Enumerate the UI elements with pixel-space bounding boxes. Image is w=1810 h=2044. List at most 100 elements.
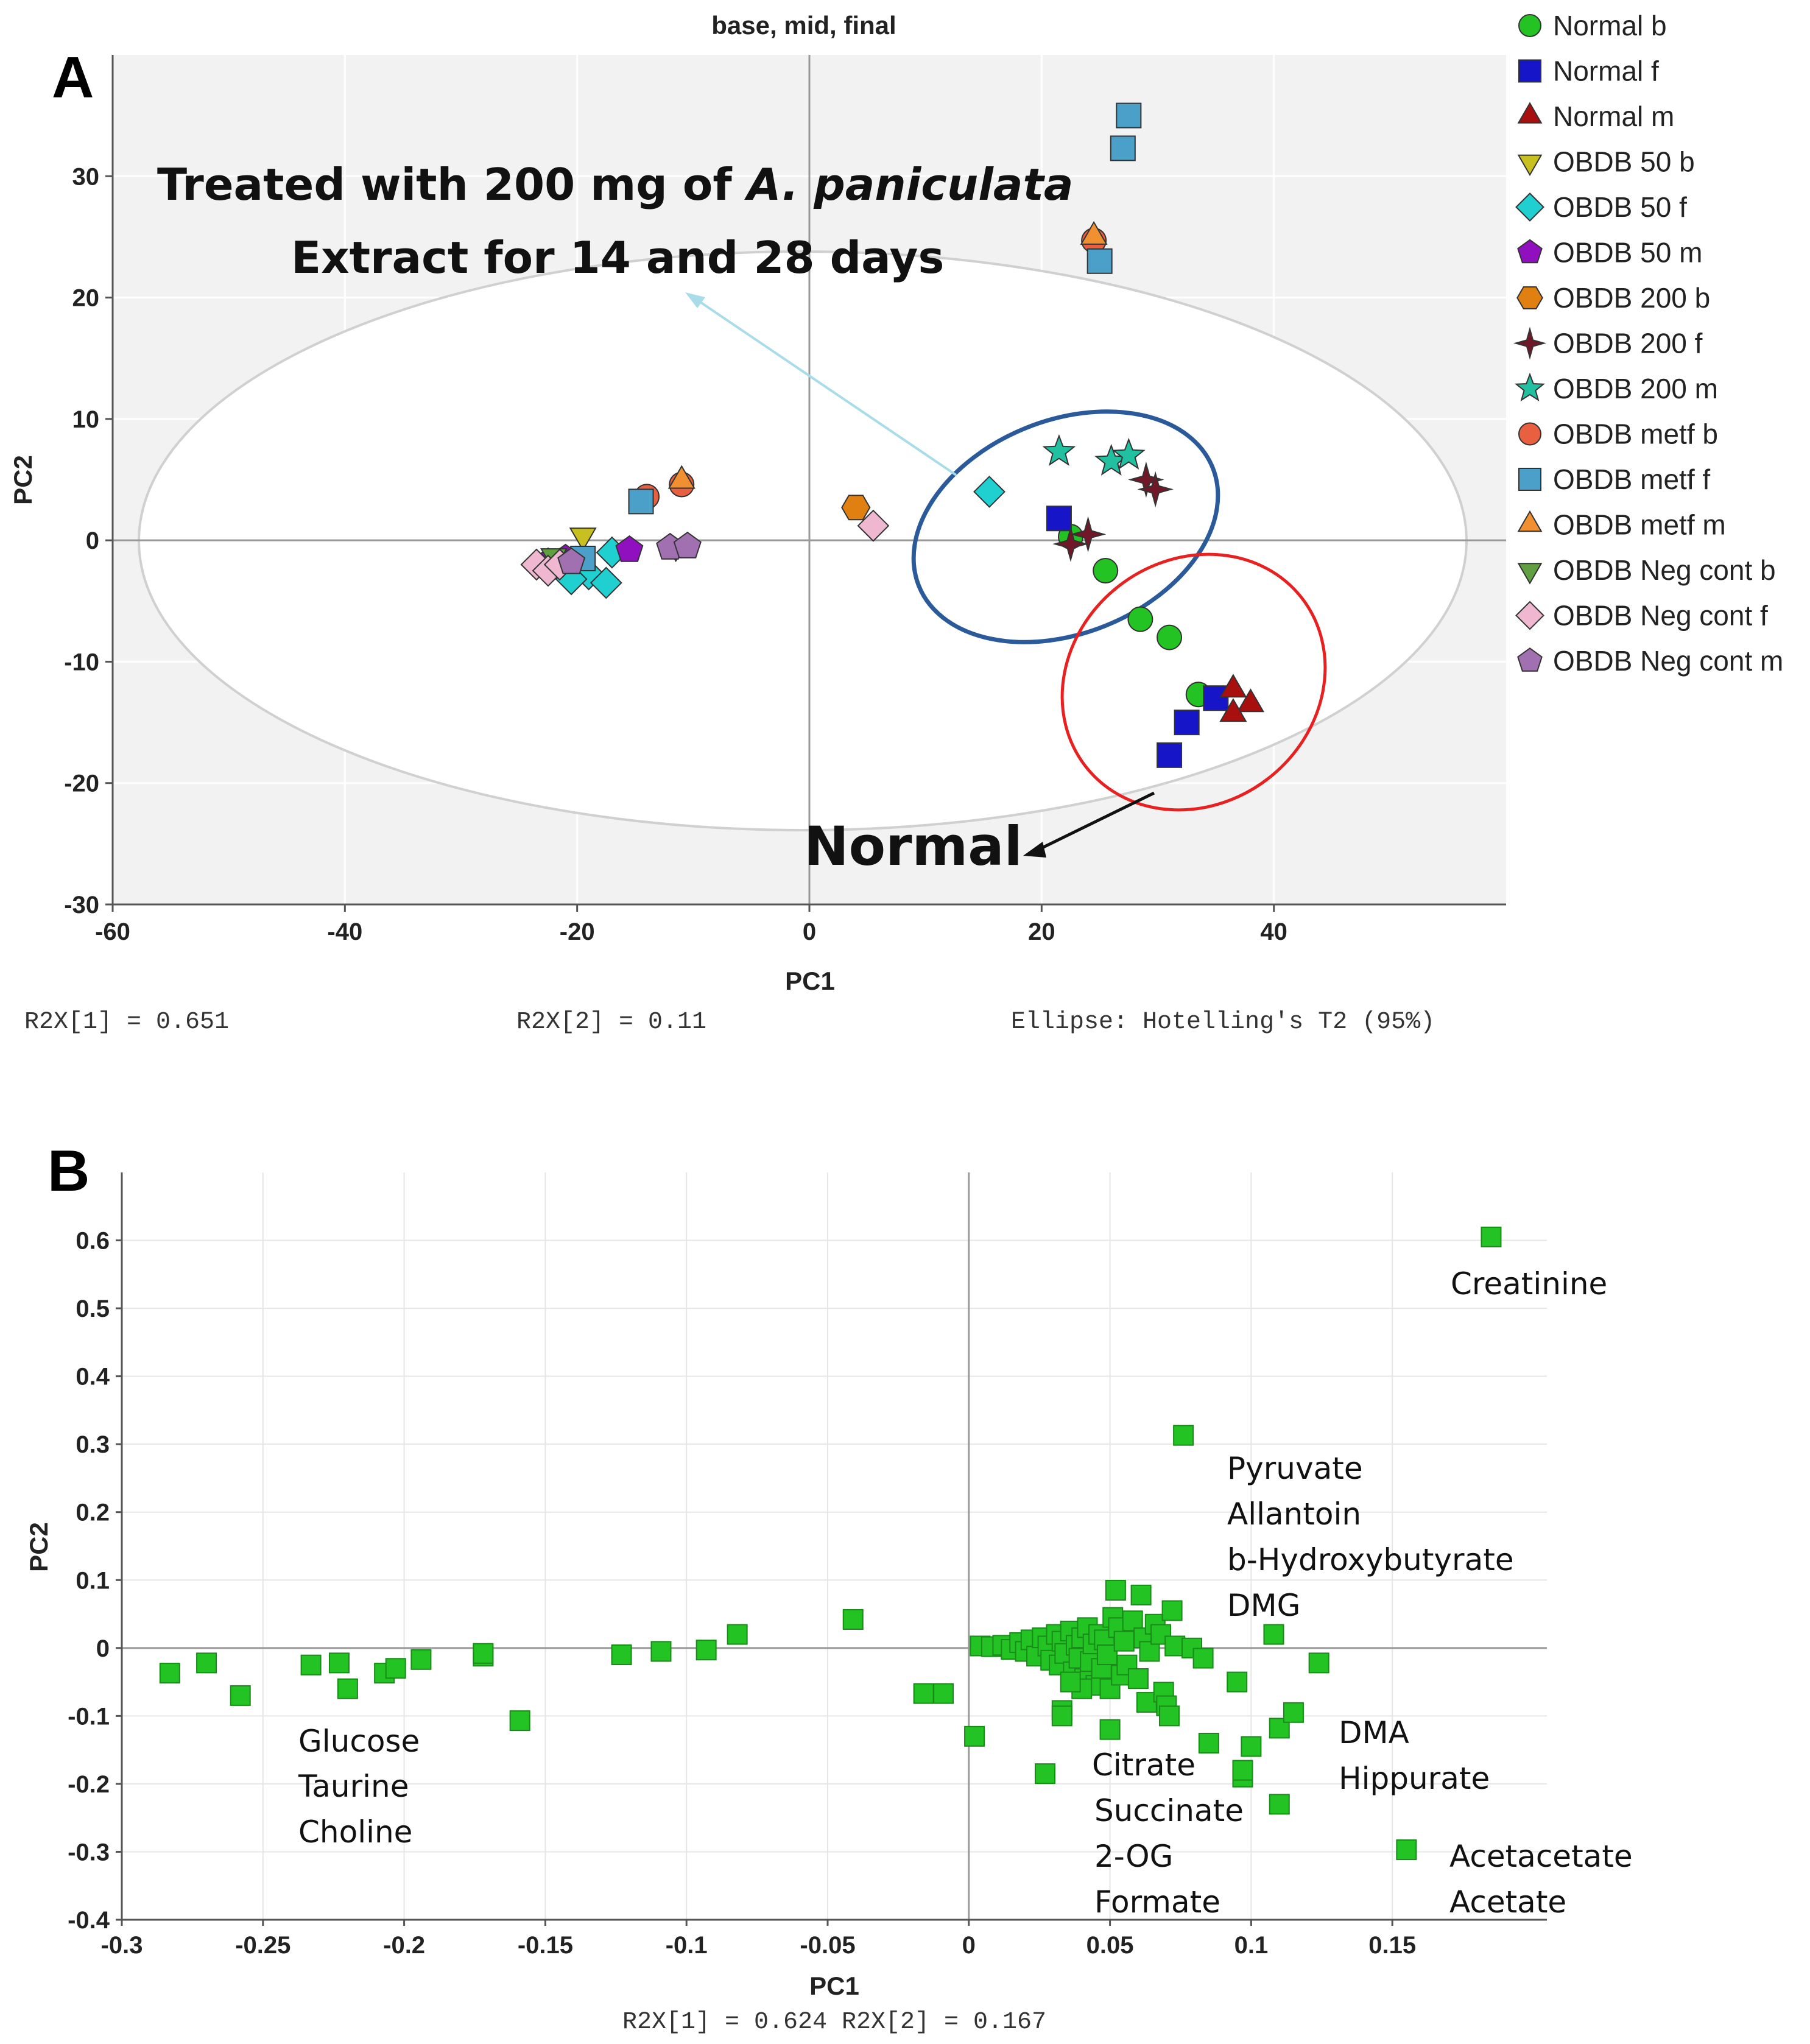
panel-b-points bbox=[159, 1226, 1502, 1861]
loading-point bbox=[1060, 1671, 1081, 1693]
panel-b-x-tick-label: -0.2 bbox=[383, 1932, 425, 1959]
panel-a-y-tick-label: -20 bbox=[64, 770, 99, 797]
loading-point bbox=[1269, 1794, 1290, 1815]
panel-a-x-tick-label: 0 bbox=[803, 918, 816, 945]
panel-a-y-tick-label: 0 bbox=[86, 527, 99, 554]
point-normal-m bbox=[1219, 698, 1247, 722]
loading-point bbox=[385, 1658, 406, 1679]
loading-point bbox=[1130, 1584, 1152, 1605]
loading-point bbox=[1116, 1654, 1138, 1676]
loading-point bbox=[1232, 1760, 1253, 1781]
treated-annotation-line1: Treated with 200 mg of A. paniculata bbox=[157, 159, 1074, 210]
label-pyruvate: Pyruvate bbox=[1227, 1451, 1363, 1486]
point-normal-f bbox=[1174, 710, 1200, 736]
label-group-center: Citrate Succinate 2-OG Formate bbox=[1092, 1747, 1244, 1920]
loading-point bbox=[1122, 1610, 1143, 1632]
panel-a-r2x1: R2X[1] = 0.651 bbox=[24, 1009, 229, 1036]
label-taurine: Taurine bbox=[298, 1769, 409, 1804]
point-normal-b bbox=[1127, 606, 1153, 632]
point-normal-b bbox=[1093, 557, 1119, 583]
point-normal-f bbox=[1046, 506, 1072, 532]
panel-b-x-tick-label: 0.1 bbox=[1234, 1932, 1269, 1959]
panel-a-x-label: PC1 bbox=[785, 967, 835, 995]
treated-annotation-line2: Extract for 14 and 28 days bbox=[291, 232, 944, 283]
label-acetate: Acetate bbox=[1449, 1884, 1566, 1920]
panel-b-letter: B bbox=[48, 1138, 90, 1203]
label-acetacetate: Acetacetate bbox=[1449, 1839, 1633, 1874]
label-creatinine: Creatinine bbox=[1451, 1266, 1607, 1302]
panel-b-x-tick-label: 0.15 bbox=[1368, 1932, 1416, 1959]
loading-point bbox=[695, 1640, 717, 1661]
loading-point bbox=[913, 1683, 934, 1704]
panel-a-x-tick-label: -40 bbox=[327, 918, 362, 945]
point-obdb-metf-f bbox=[1116, 102, 1142, 129]
legend-label-obdb-neg-cont-m: OBDB Neg cont m bbox=[1553, 645, 1783, 677]
legend-marker-obdb-200-f bbox=[1513, 326, 1547, 360]
point-obdb-50-f bbox=[973, 475, 1005, 508]
loading-point bbox=[1481, 1226, 1502, 1247]
legend-marker-obdb-200-m bbox=[1515, 372, 1545, 402]
legend-label-normal-f: Normal f bbox=[1553, 55, 1659, 87]
label-group-top: Pyruvate Allantoin b-Hydroxybutyrate DMG bbox=[1227, 1451, 1514, 1623]
panel-a: base, mid, final -60 -40 -20 0 20 40 -30 -20 -10… bbox=[9, 10, 1783, 1036]
point-obdb-200-f bbox=[1128, 461, 1164, 498]
legend-label-obdb-50-b: OBDB 50 b bbox=[1553, 146, 1695, 178]
loading-point bbox=[410, 1649, 432, 1670]
legend-marker-obdb-neg-cont-m bbox=[1517, 647, 1543, 672]
point-obdb-neg-cont-m bbox=[673, 531, 702, 559]
loading-point bbox=[196, 1652, 217, 1674]
legend-marker-obdb-50-b bbox=[1517, 154, 1543, 177]
point-obdb-200-f bbox=[1137, 471, 1174, 508]
label-dma: DMA bbox=[1339, 1715, 1409, 1750]
point-obdb-metf-f bbox=[628, 488, 654, 515]
panel-b-y-tick-label: 0 bbox=[96, 1635, 110, 1662]
panel-b-y-tick-label: 0.5 bbox=[76, 1295, 110, 1322]
legend-label-obdb-neg-cont-f: OBDB Neg cont f bbox=[1553, 600, 1768, 632]
loading-point bbox=[1051, 1705, 1072, 1727]
panel-a-x-tick-label: -60 bbox=[95, 918, 130, 945]
loading-point bbox=[1263, 1624, 1284, 1645]
loading-point bbox=[842, 1609, 864, 1630]
treated-arrow bbox=[692, 296, 957, 476]
legend-label-obdb-metf-f: OBDB metf f bbox=[1553, 463, 1710, 495]
point-obdb-200-f bbox=[1069, 516, 1107, 552]
point-normal-m bbox=[1219, 674, 1247, 698]
panel-b-y-label: PC2 bbox=[24, 1522, 53, 1572]
loading-point bbox=[1127, 1668, 1149, 1690]
panel-a-letter: A bbox=[52, 45, 94, 110]
panel-a-y-tick-label: 10 bbox=[72, 406, 100, 433]
loading-point bbox=[1034, 1763, 1055, 1785]
loading-point bbox=[159, 1663, 180, 1684]
point-obdb-200-b bbox=[841, 495, 871, 521]
legend-label-normal-b: Normal b bbox=[1553, 10, 1667, 41]
treated-group-ellipse bbox=[911, 409, 1220, 644]
panel-b-y-tick-label: -0.1 bbox=[68, 1703, 110, 1730]
loading-point bbox=[1099, 1678, 1121, 1699]
label-b-hydroxybutyrate: b-Hydroxybutyrate bbox=[1227, 1542, 1514, 1577]
label-group-far-right: Acetacetate Acetate bbox=[1449, 1839, 1633, 1920]
legend-marker-obdb-metf-m bbox=[1517, 510, 1543, 532]
normal-arrowhead bbox=[1023, 842, 1046, 858]
legend-marker-normal-m bbox=[1517, 102, 1543, 124]
panel-b-x-tick-label: -0.05 bbox=[800, 1932, 855, 1959]
loading-point bbox=[1227, 1671, 1248, 1693]
loading-point bbox=[611, 1644, 632, 1665]
panel-b-x-tick-label: -0.15 bbox=[518, 1932, 573, 1959]
loading-point bbox=[933, 1683, 954, 1704]
panel-a-ellipse-note: Ellipse: Hotelling's T2 (95%) bbox=[1011, 1009, 1435, 1036]
species-name: A. paniculata bbox=[744, 159, 1074, 210]
loading-point bbox=[1164, 1635, 1186, 1657]
panel-b-x-tick-label: -0.3 bbox=[101, 1932, 143, 1959]
panel-b-y-tick-label: 0.4 bbox=[76, 1364, 110, 1390]
point-obdb-200-f bbox=[1052, 526, 1089, 562]
loading-point bbox=[650, 1641, 672, 1662]
panel-b-y-tick-label: -0.4 bbox=[68, 1907, 110, 1934]
panel-a-x-tick-label: 40 bbox=[1260, 918, 1287, 945]
loading-point bbox=[1241, 1736, 1262, 1757]
panel-b-footer: R2X[1] = 0.624 R2X[2] = 0.167 bbox=[622, 2009, 1046, 2036]
point-obdb-50-m bbox=[615, 535, 644, 562]
panel-a-title: base, mid, final bbox=[711, 11, 896, 40]
panel-b-y-tick-label: 0.1 bbox=[76, 1567, 110, 1594]
panel-a-points bbox=[520, 102, 1265, 768]
panel-b-ticks: -0.3 -0.25 -0.2 -0.15 -0.1 -0.05 0 0.05 0.1 0.15 -… bbox=[68, 1228, 1416, 1959]
